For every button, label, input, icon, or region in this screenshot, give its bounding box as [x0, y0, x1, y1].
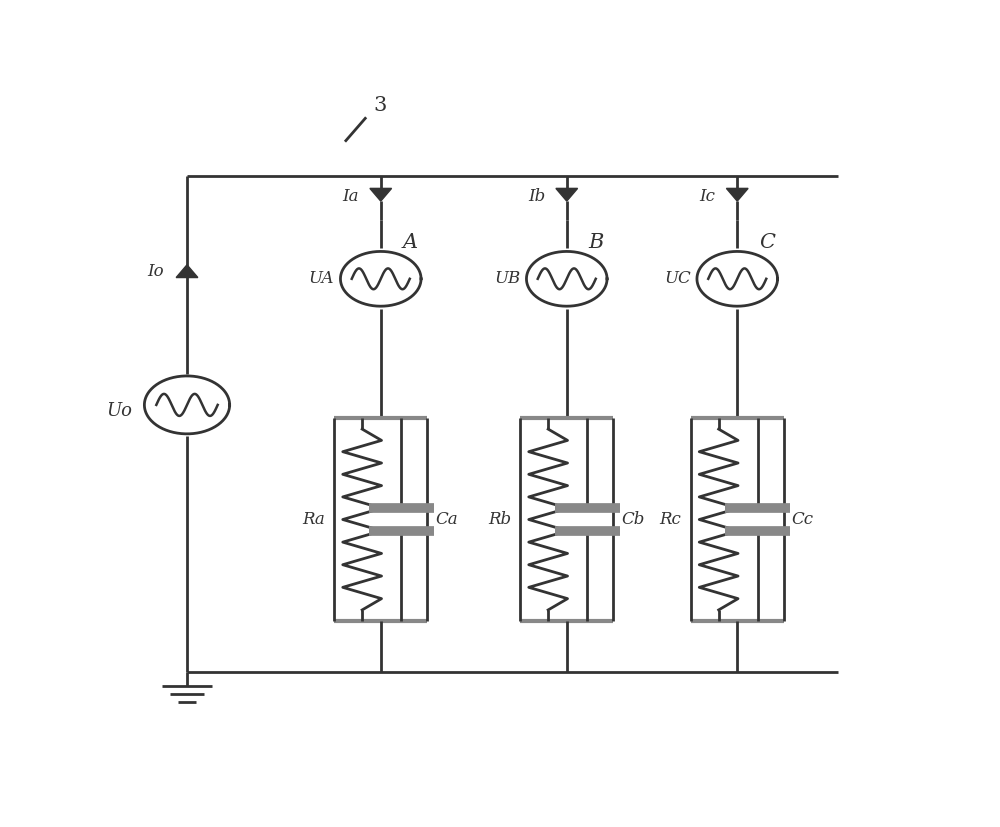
- Text: C: C: [759, 233, 775, 252]
- Text: Uo: Uo: [107, 402, 133, 420]
- Text: Ib: Ib: [528, 188, 545, 204]
- Text: UA: UA: [309, 270, 334, 287]
- Text: UC: UC: [664, 270, 691, 287]
- Polygon shape: [370, 189, 392, 201]
- Text: Rb: Rb: [488, 511, 511, 528]
- Text: UB: UB: [494, 270, 520, 287]
- Text: Ic: Ic: [700, 188, 716, 204]
- Text: Cb: Cb: [621, 511, 644, 528]
- Text: Ra: Ra: [302, 511, 325, 528]
- Text: Ia: Ia: [343, 188, 359, 204]
- Text: B: B: [588, 233, 604, 252]
- Text: Cc: Cc: [792, 511, 814, 528]
- Text: Rc: Rc: [660, 511, 681, 528]
- Polygon shape: [556, 189, 578, 201]
- Text: 3: 3: [373, 96, 386, 115]
- Polygon shape: [726, 189, 748, 201]
- Text: Io: Io: [148, 263, 164, 280]
- Polygon shape: [176, 265, 198, 278]
- Text: A: A: [402, 233, 418, 252]
- Text: Ca: Ca: [435, 511, 458, 528]
